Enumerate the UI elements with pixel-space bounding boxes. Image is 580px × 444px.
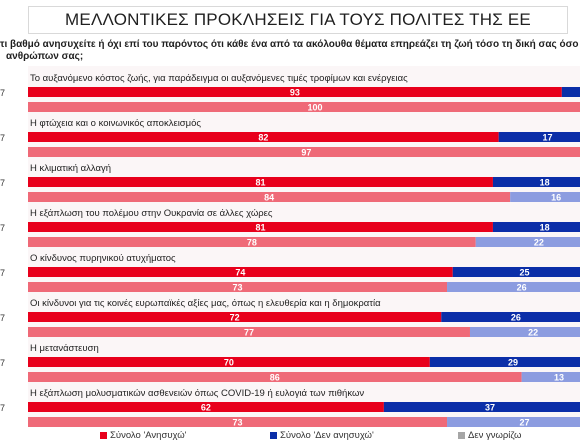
row-label: Η εξάπλωση μολυσματικών ασθενειών όπως C… bbox=[30, 388, 364, 399]
bar-concerned-previous bbox=[28, 282, 448, 292]
row-label: Ο κίνδυνος πυρηνικού ατυχήματος bbox=[30, 253, 176, 264]
bar-concerned-current bbox=[28, 402, 384, 412]
value-label-concerned-previous: 77 bbox=[244, 328, 254, 338]
value-label-not-concerned-current: 25 bbox=[520, 268, 530, 278]
legend-swatch-not-concerned bbox=[270, 432, 277, 439]
value-label-concerned-current: 62 bbox=[201, 403, 211, 413]
value-label-not-concerned-current: 17 bbox=[542, 133, 552, 143]
bar-concerned-current bbox=[28, 312, 442, 322]
legend-label-concerned: Σύνολο 'Ανησυχώ' bbox=[110, 430, 187, 441]
row-marker: 7 bbox=[0, 178, 5, 188]
value-label-not-concerned-previous: 22 bbox=[528, 328, 538, 338]
legend-label-dont-know: Δεν γνωρίζω bbox=[468, 430, 522, 441]
bar-concerned-previous bbox=[28, 327, 470, 337]
bar-concerned-current bbox=[28, 177, 493, 187]
value-label-not-concerned-current: 26 bbox=[511, 313, 521, 323]
row-label: Η εξάπλωση του πολέμου στην Ουκρανία σε … bbox=[30, 208, 273, 219]
legend-swatch-dont-know bbox=[458, 432, 465, 439]
bar-not-concerned-previous bbox=[469, 327, 580, 337]
value-label-not-concerned-previous: 26 bbox=[517, 283, 527, 293]
question-line-2: ανθρώπων σας; bbox=[6, 51, 84, 62]
bar-not-concerned-current bbox=[561, 87, 580, 97]
bar-not-concerned-previous bbox=[447, 282, 580, 292]
bar-concerned-previous bbox=[28, 147, 580, 157]
bar-not-concerned-current bbox=[452, 267, 580, 277]
row-marker: 7 bbox=[0, 88, 5, 98]
bar-not-concerned-previous bbox=[475, 237, 580, 247]
value-label-concerned-current: 82 bbox=[258, 133, 268, 143]
value-label-concerned-current: 74 bbox=[235, 268, 245, 278]
row-label: Οι κίνδυνοι για τις κοινές ευρωπαϊκές αξ… bbox=[30, 298, 381, 309]
value-label-concerned-previous: 100 bbox=[307, 103, 322, 113]
row-marker: 7 bbox=[0, 268, 5, 278]
row-label: Η μετανάστευση bbox=[30, 343, 99, 354]
bar-concerned-previous bbox=[28, 417, 448, 427]
value-label-not-concerned-previous: 16 bbox=[551, 193, 561, 203]
bar-concerned-current bbox=[28, 132, 499, 142]
value-label-not-concerned-previous: 22 bbox=[534, 238, 544, 248]
value-label-concerned-current: 81 bbox=[255, 223, 265, 233]
bar-concerned-current bbox=[28, 222, 493, 232]
row-marker: 7 bbox=[0, 358, 5, 368]
value-label-concerned-current: 93 bbox=[290, 88, 300, 98]
value-label-concerned-previous: 84 bbox=[264, 193, 274, 203]
value-label-concerned-previous: 97 bbox=[301, 148, 311, 158]
value-label-not-concerned-current: 29 bbox=[508, 358, 518, 368]
legend-item-dont-know: Δεν γνωρίζω bbox=[458, 430, 521, 441]
value-label-concerned-current: 72 bbox=[230, 313, 240, 323]
row-marker: 7 bbox=[0, 403, 5, 413]
survey-question: τι βαθμό ανησυχείτε ή όχι επί του παρόντ… bbox=[0, 39, 580, 63]
value-label-not-concerned-previous: 27 bbox=[520, 418, 530, 428]
value-label-concerned-previous: 86 bbox=[270, 373, 280, 383]
value-label-concerned-current: 70 bbox=[224, 358, 234, 368]
bar-concerned-current bbox=[28, 267, 453, 277]
row-marker: 7 bbox=[0, 133, 5, 143]
bar-concerned-current bbox=[28, 87, 562, 97]
legend-item-concerned: Σύνολο 'Ανησυχώ' bbox=[100, 430, 186, 441]
legend-label-not-concerned: Σύνολο 'Δεν ανησυχώ' bbox=[280, 430, 374, 441]
value-label-concerned-previous: 73 bbox=[233, 283, 243, 293]
legend-item-not-concerned: Σύνολο 'Δεν ανησυχώ' bbox=[270, 430, 374, 441]
value-label-not-concerned-current: 18 bbox=[540, 223, 550, 233]
bar-concerned-previous bbox=[28, 192, 511, 202]
value-label-not-concerned-current: 37 bbox=[485, 403, 495, 413]
bar-not-concerned-previous bbox=[510, 192, 580, 202]
question-line-1: τι βαθμό ανησυχείτε ή όχι επί του παρόντ… bbox=[0, 39, 580, 50]
value-label-concerned-current: 81 bbox=[255, 178, 265, 188]
value-label-not-concerned-current: 18 bbox=[540, 178, 550, 188]
bar-not-concerned-current bbox=[498, 132, 580, 142]
chart-title: ΜΕΛΛΟΝΤΙΚΕΣ ΠΡΟΚΛΗΣΕΙΣ ΓΙΑ ΤΟΥΣ ΠΟΛΙΤΕΣ … bbox=[28, 6, 568, 34]
value-label-not-concerned-previous: 13 bbox=[554, 373, 564, 383]
row-marker: 7 bbox=[0, 313, 5, 323]
row-marker: 7 bbox=[0, 223, 5, 233]
bar-concerned-previous bbox=[28, 102, 580, 112]
row-label: Η φτώχεια και ο κοινωνικός αποκλεισμός bbox=[30, 118, 201, 129]
bar-concerned-previous bbox=[28, 372, 522, 382]
bar-concerned-current bbox=[28, 357, 430, 367]
bar-not-concerned-current bbox=[441, 312, 580, 322]
bar-not-concerned-current bbox=[492, 222, 580, 232]
row-label: Η κλιματική αλλαγή bbox=[30, 163, 111, 174]
row-label: Το αυξανόμενο κόστος ζωής, για παράδειγμ… bbox=[30, 73, 408, 84]
bar-concerned-previous bbox=[28, 237, 476, 247]
bar-not-concerned-current bbox=[383, 402, 580, 412]
legend-swatch-concerned bbox=[100, 432, 107, 439]
value-label-concerned-previous: 78 bbox=[247, 238, 257, 248]
bar-not-concerned-current bbox=[429, 357, 580, 367]
value-label-concerned-previous: 73 bbox=[233, 418, 243, 428]
bar-not-concerned-previous bbox=[447, 417, 580, 427]
bar-not-concerned-previous bbox=[521, 372, 580, 382]
bar-not-concerned-current bbox=[492, 177, 580, 187]
